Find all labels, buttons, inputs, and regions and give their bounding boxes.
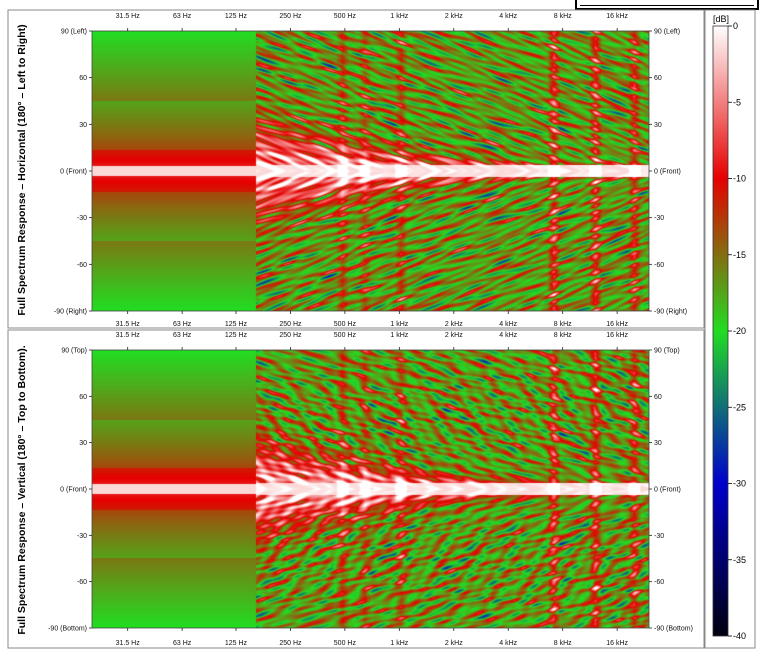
x-tick-label-bottom: 250 Hz xyxy=(279,640,302,647)
x-tick-label-bottom: 8 kHz xyxy=(554,640,572,647)
x-tick-label-top: 4 kHz xyxy=(499,332,517,339)
x-tick-label-top: 16 kHz xyxy=(606,332,628,339)
y-tick-label-right: 90 (Top) xyxy=(654,348,680,355)
x-tick-label-bottom: 4 kHz xyxy=(499,640,517,647)
colorbar-tick-label: 0 xyxy=(733,21,738,31)
x-tick-label-top: 125 Hz xyxy=(225,332,248,339)
x-tick-label-bottom: 4 kHz xyxy=(499,321,517,328)
y-tick-label-left: 60 xyxy=(79,75,87,82)
bottom-side-title: Full Spectrum Response – Vertical (180° … xyxy=(16,345,28,634)
y-tick-label-right: -90 (Bottom) xyxy=(654,626,693,633)
colorbar-unit-label: [dB] xyxy=(713,14,729,24)
x-tick-label-top: 16 kHz xyxy=(606,13,628,20)
y-tick-label-left: 90 (Left) xyxy=(61,29,87,36)
colorbar-tick-label: -40 xyxy=(733,631,746,641)
x-tick-label-top: 125 Hz xyxy=(225,13,248,20)
x-tick-label-top: 500 Hz xyxy=(334,13,357,20)
y-tick-label-left: 0 (Front) xyxy=(60,169,87,176)
y-tick-label-right: 60 xyxy=(654,394,662,401)
y-tick-label-left: 90 (Top) xyxy=(61,348,87,355)
x-tick-label-top: 250 Hz xyxy=(279,13,302,20)
x-tick-label-bottom: 31.5 Hz xyxy=(116,640,141,647)
x-tick-label-top: 8 kHz xyxy=(554,13,572,20)
y-tick-label-left: -90 (Bottom) xyxy=(48,626,87,633)
y-tick-label-left: 60 xyxy=(79,394,87,401)
x-tick-label-bottom: 125 Hz xyxy=(225,640,248,647)
x-tick-label-bottom: 16 kHz xyxy=(606,321,628,328)
x-tick-label-bottom: 2 kHz xyxy=(445,640,463,647)
x-tick-label-top: 63 Hz xyxy=(173,13,192,20)
x-tick-label-top: 8 kHz xyxy=(554,332,572,339)
colorbar-frame xyxy=(704,9,756,649)
colorbar-tick-label: -5 xyxy=(733,97,741,107)
ticks-layer: 31.5 Hz 31.5 Hz 63 Hz 63 Hz 125 Hz 125 Hz 250 … xyxy=(48,13,693,647)
top-side-title: Full Spectrum Response – Horizontal (180… xyxy=(16,24,28,315)
x-tick-label-bottom: 16 kHz xyxy=(606,640,628,647)
y-tick-label-right: 30 xyxy=(654,122,662,129)
x-tick-label-bottom: 1 kHz xyxy=(390,640,408,647)
colorbar-tick-label: -15 xyxy=(733,250,746,260)
x-tick-label-bottom: 63 Hz xyxy=(173,321,192,328)
y-tick-label-right: -30 xyxy=(654,533,664,540)
colorbar-tick-label: -20 xyxy=(733,326,746,336)
x-tick-label-top: 4 kHz xyxy=(499,13,517,20)
colorbar-tick-label: -25 xyxy=(733,402,746,412)
colorbar-ticks: 0 -5 -10 -15 -20 -25 -30 -35 -40 xyxy=(728,21,746,641)
y-tick-label-right: -60 xyxy=(654,262,664,269)
x-tick-label-bottom: 1 kHz xyxy=(390,321,408,328)
y-tick-label-right: 60 xyxy=(654,75,662,82)
y-tick-label-left: 0 (Front) xyxy=(60,487,87,494)
x-tick-label-bottom: 500 Hz xyxy=(334,640,357,647)
x-tick-label-bottom: 63 Hz xyxy=(173,640,192,647)
colorbar-tick-label: -30 xyxy=(733,479,746,489)
x-tick-label-bottom: 250 Hz xyxy=(279,321,302,328)
title-box xyxy=(575,0,759,10)
x-tick-label-bottom: 31.5 Hz xyxy=(116,321,141,328)
y-tick-label-left: -30 xyxy=(77,215,87,222)
x-tick-label-top: 2 kHz xyxy=(445,332,463,339)
x-tick-label-top: 1 kHz xyxy=(390,13,408,20)
y-tick-label-right: -90 (Right) xyxy=(654,309,687,316)
x-tick-label-top: 31.5 Hz xyxy=(116,332,141,339)
x-tick-label-top: 250 Hz xyxy=(279,332,302,339)
x-tick-label-top: 2 kHz xyxy=(445,13,463,20)
bottom-heatmap xyxy=(92,350,649,628)
y-tick-label-left: -60 xyxy=(77,262,87,269)
x-tick-label-bottom: 8 kHz xyxy=(554,321,572,328)
colorbar-bar xyxy=(712,25,729,637)
y-tick-label-left: -60 xyxy=(77,579,87,586)
colorbar-tick-label: -35 xyxy=(733,555,746,565)
y-tick-label-left: -30 xyxy=(77,533,87,540)
y-tick-label-right: -60 xyxy=(654,579,664,586)
y-tick-label-left: 30 xyxy=(79,440,87,447)
x-tick-label-top: 1 kHz xyxy=(390,332,408,339)
x-tick-label-bottom: 2 kHz xyxy=(445,321,463,328)
y-tick-label-right: -30 xyxy=(654,215,664,222)
colorbar-tick-label: -10 xyxy=(733,174,746,184)
y-tick-label-right: 30 xyxy=(654,440,662,447)
x-tick-label-bottom: 125 Hz xyxy=(225,321,248,328)
x-tick-label-top: 63 Hz xyxy=(173,332,192,339)
y-tick-label-left: -90 (Right) xyxy=(54,309,87,316)
x-tick-label-top: 500 Hz xyxy=(334,332,357,339)
y-tick-label-right: 90 (Left) xyxy=(654,29,680,36)
x-tick-label-bottom: 500 Hz xyxy=(334,321,357,328)
y-tick-label-right: 0 (Front) xyxy=(654,487,681,494)
top-heatmap xyxy=(92,31,649,311)
y-tick-label-left: 30 xyxy=(79,122,87,129)
y-tick-label-right: 0 (Front) xyxy=(654,169,681,176)
x-tick-label-top: 31.5 Hz xyxy=(116,13,141,20)
